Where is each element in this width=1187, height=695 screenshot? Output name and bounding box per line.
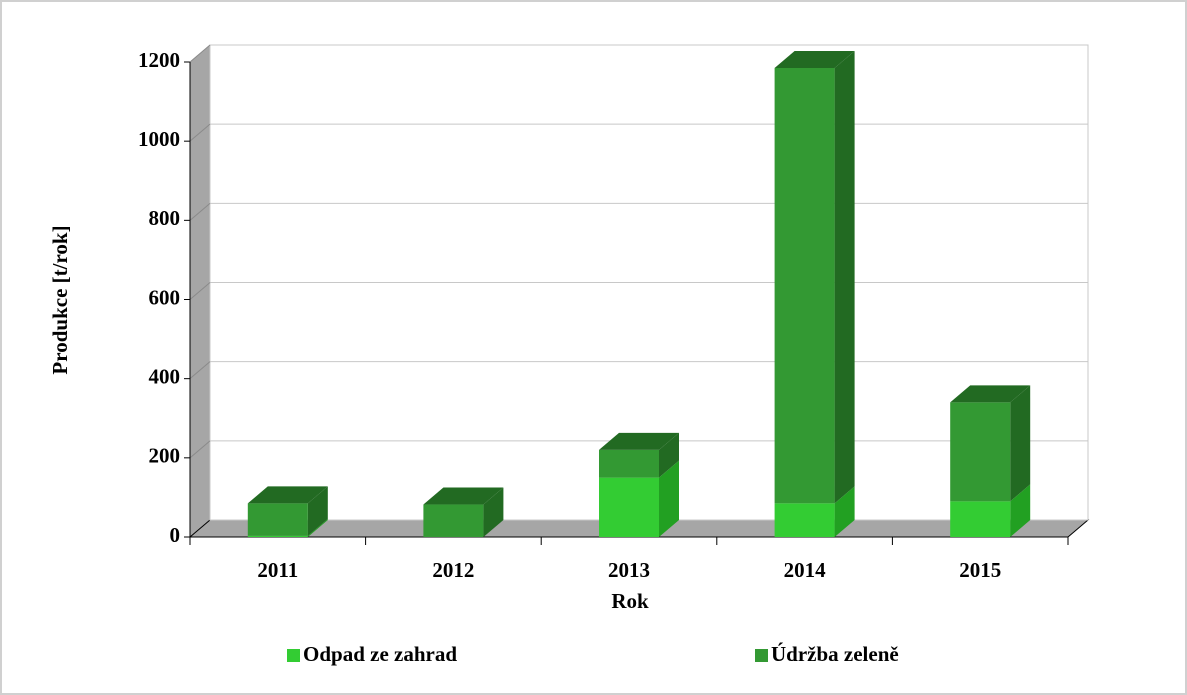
bar bbox=[247, 503, 308, 536]
bar-top bbox=[774, 50, 855, 68]
bar-side bbox=[659, 460, 679, 537]
grid-line bbox=[189, 44, 211, 63]
x-tick-label: 2011 bbox=[257, 558, 298, 582]
grid-line bbox=[189, 282, 211, 300]
grid-line bbox=[189, 361, 211, 380]
bar-side bbox=[659, 432, 679, 478]
bar-side bbox=[1010, 484, 1031, 537]
bar bbox=[950, 501, 1011, 537]
bar-top bbox=[247, 486, 328, 504]
bar bbox=[950, 402, 1011, 502]
bar bbox=[423, 504, 484, 537]
y-tick-label: 600 bbox=[149, 285, 181, 309]
y-tick-label: 400 bbox=[149, 364, 181, 388]
bar-side bbox=[307, 518, 328, 537]
bar bbox=[774, 67, 835, 504]
legend-label: Údržba zeleně bbox=[771, 642, 899, 666]
x-tick-label: 2012 bbox=[432, 558, 474, 582]
y-axis-title: Produkce [t/rok] bbox=[48, 225, 72, 374]
bar-side bbox=[1010, 385, 1031, 502]
legend-swatch bbox=[287, 649, 300, 662]
y-tick-label: 800 bbox=[149, 206, 181, 230]
y-tick-label: 0 bbox=[170, 523, 181, 547]
legend-label: Odpad ze zahrad bbox=[303, 642, 457, 666]
bar-side bbox=[307, 486, 328, 536]
y-tick-label: 1000 bbox=[138, 127, 180, 151]
bar-top bbox=[423, 487, 504, 505]
bar bbox=[599, 477, 659, 537]
bar bbox=[774, 503, 835, 537]
grid-line bbox=[189, 123, 211, 142]
bar-top bbox=[950, 385, 1031, 403]
x-tick-label: 2013 bbox=[608, 558, 650, 582]
bar bbox=[599, 449, 659, 478]
x-axis-title: Rok bbox=[611, 589, 649, 613]
x-tick-label: 2015 bbox=[959, 558, 1001, 582]
bar-side bbox=[483, 487, 504, 537]
bar-top bbox=[599, 432, 679, 450]
y-tick-label: 1200 bbox=[138, 48, 180, 72]
legend-swatch bbox=[755, 649, 768, 662]
grid-line bbox=[189, 440, 211, 459]
bar-side bbox=[834, 486, 855, 537]
x-tick-label: 2014 bbox=[784, 558, 827, 582]
bar bbox=[247, 535, 308, 537]
bar-side bbox=[834, 50, 855, 504]
grid-line bbox=[189, 202, 211, 221]
y-tick-label: 200 bbox=[149, 444, 181, 468]
